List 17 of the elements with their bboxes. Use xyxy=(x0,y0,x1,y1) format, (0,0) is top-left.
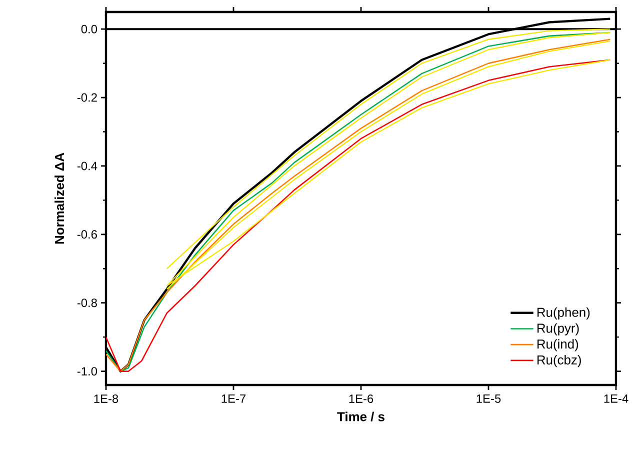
x-axis-title: Time / s xyxy=(337,412,384,422)
x-tick-label: 1E-4 xyxy=(604,394,628,403)
legend-label: Ru(phen) xyxy=(537,307,590,320)
x-tick-label: 1E-7 xyxy=(222,394,246,403)
y-tick-label: -0.8 xyxy=(77,298,97,308)
legend-label: Ru(cbz) xyxy=(537,355,581,368)
x-tick-label: 1E-8 xyxy=(94,394,118,403)
y-axis-title: Normalized ΔA xyxy=(54,152,64,244)
y-tick-label: -1.0 xyxy=(77,367,98,376)
legend-label: Ru(pyr) xyxy=(537,323,579,336)
x-tick-label: 1E-6 xyxy=(349,394,374,403)
y-tick-label: -0.2 xyxy=(77,93,97,102)
y-tick-label: -0.4 xyxy=(77,162,98,170)
y-tick-label: 0.0 xyxy=(81,24,98,34)
y-tick-label: -0.6 xyxy=(77,230,97,239)
legend-label: Ru(ind) xyxy=(537,339,578,352)
x-tick-label: 1E-5 xyxy=(476,394,501,403)
